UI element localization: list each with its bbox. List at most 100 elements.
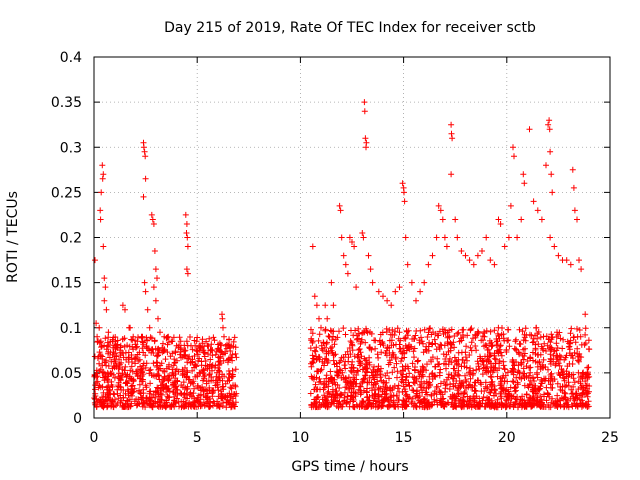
data-point xyxy=(413,378,420,384)
data-point xyxy=(514,369,521,376)
data-point xyxy=(378,349,385,356)
data-point xyxy=(416,399,423,406)
data-point xyxy=(426,325,433,332)
data-point xyxy=(140,144,147,151)
data-point xyxy=(512,388,518,395)
data-point xyxy=(96,360,103,367)
data-point xyxy=(489,342,496,349)
data-point xyxy=(327,327,334,334)
y-tick-label: 0.2 xyxy=(60,231,82,247)
data-point xyxy=(526,372,533,379)
data-point xyxy=(406,370,413,377)
data-point xyxy=(338,354,345,361)
data-point xyxy=(417,288,424,295)
data-point xyxy=(497,343,504,350)
data-point xyxy=(307,345,314,352)
data-point xyxy=(420,340,426,347)
data-point xyxy=(143,334,150,341)
data-point xyxy=(398,358,404,365)
data-point xyxy=(471,379,478,386)
data-point xyxy=(99,162,106,169)
data-point xyxy=(308,401,315,408)
data-point xyxy=(117,342,124,349)
data-point xyxy=(117,376,124,383)
data-point xyxy=(347,367,354,374)
data-point xyxy=(443,243,450,250)
data-point xyxy=(511,362,518,369)
data-point xyxy=(124,342,131,349)
data-point xyxy=(513,374,520,381)
data-point xyxy=(421,326,428,333)
data-point xyxy=(103,384,110,391)
data-point xyxy=(157,403,164,410)
data-point xyxy=(337,207,344,214)
data-point xyxy=(560,395,567,402)
data-point xyxy=(218,392,225,398)
data-point xyxy=(129,337,136,343)
data-point xyxy=(443,365,449,372)
data-point xyxy=(487,373,494,380)
data-point xyxy=(123,380,130,387)
data-point xyxy=(554,398,561,405)
data-point xyxy=(536,358,543,365)
data-point xyxy=(495,350,502,357)
data-point xyxy=(354,367,361,374)
data-point xyxy=(318,366,325,373)
data-point xyxy=(195,384,202,391)
data-point xyxy=(402,335,409,342)
data-point xyxy=(409,400,415,407)
data-point xyxy=(454,371,461,378)
data-point xyxy=(436,344,442,351)
data-point xyxy=(148,211,155,218)
data-point xyxy=(202,358,209,364)
data-point xyxy=(99,369,106,376)
data-point xyxy=(196,342,203,349)
data-point xyxy=(484,347,491,353)
data-point xyxy=(445,371,452,378)
data-point xyxy=(317,403,324,410)
data-point xyxy=(472,343,479,349)
data-point xyxy=(415,357,422,364)
data-point xyxy=(311,386,318,393)
data-point xyxy=(488,339,495,346)
data-point xyxy=(210,387,217,394)
data-point xyxy=(545,366,551,373)
data-point xyxy=(100,171,107,178)
data-point xyxy=(340,374,347,381)
data-point xyxy=(349,347,356,354)
data-point xyxy=(326,391,333,398)
data-point xyxy=(322,302,329,309)
data-point xyxy=(582,325,589,332)
data-point xyxy=(360,329,367,336)
data-point xyxy=(386,375,392,382)
data-point xyxy=(455,385,462,392)
data-point xyxy=(334,372,341,379)
data-point xyxy=(567,261,574,268)
data-point xyxy=(358,400,365,407)
data-point xyxy=(342,261,349,268)
data-point xyxy=(571,207,578,214)
data-point xyxy=(479,248,485,254)
data-point xyxy=(344,393,351,400)
data-point xyxy=(220,351,226,358)
data-point xyxy=(388,302,395,309)
data-point xyxy=(136,381,143,388)
data-point xyxy=(517,341,524,348)
data-point xyxy=(437,380,444,387)
data-point xyxy=(225,359,231,366)
data-point xyxy=(350,379,357,386)
data-point xyxy=(349,403,356,410)
data-point xyxy=(573,391,580,398)
data-point xyxy=(164,341,171,348)
data-point xyxy=(363,328,370,334)
data-point xyxy=(117,399,124,406)
data-point xyxy=(481,343,487,350)
data-point xyxy=(560,374,567,381)
data-point xyxy=(494,330,501,337)
data-point xyxy=(421,380,428,387)
data-point xyxy=(350,332,357,339)
data-point xyxy=(118,359,125,366)
data-point xyxy=(193,403,200,410)
y-tick-label: 0.35 xyxy=(51,95,82,111)
data-point xyxy=(327,345,334,352)
